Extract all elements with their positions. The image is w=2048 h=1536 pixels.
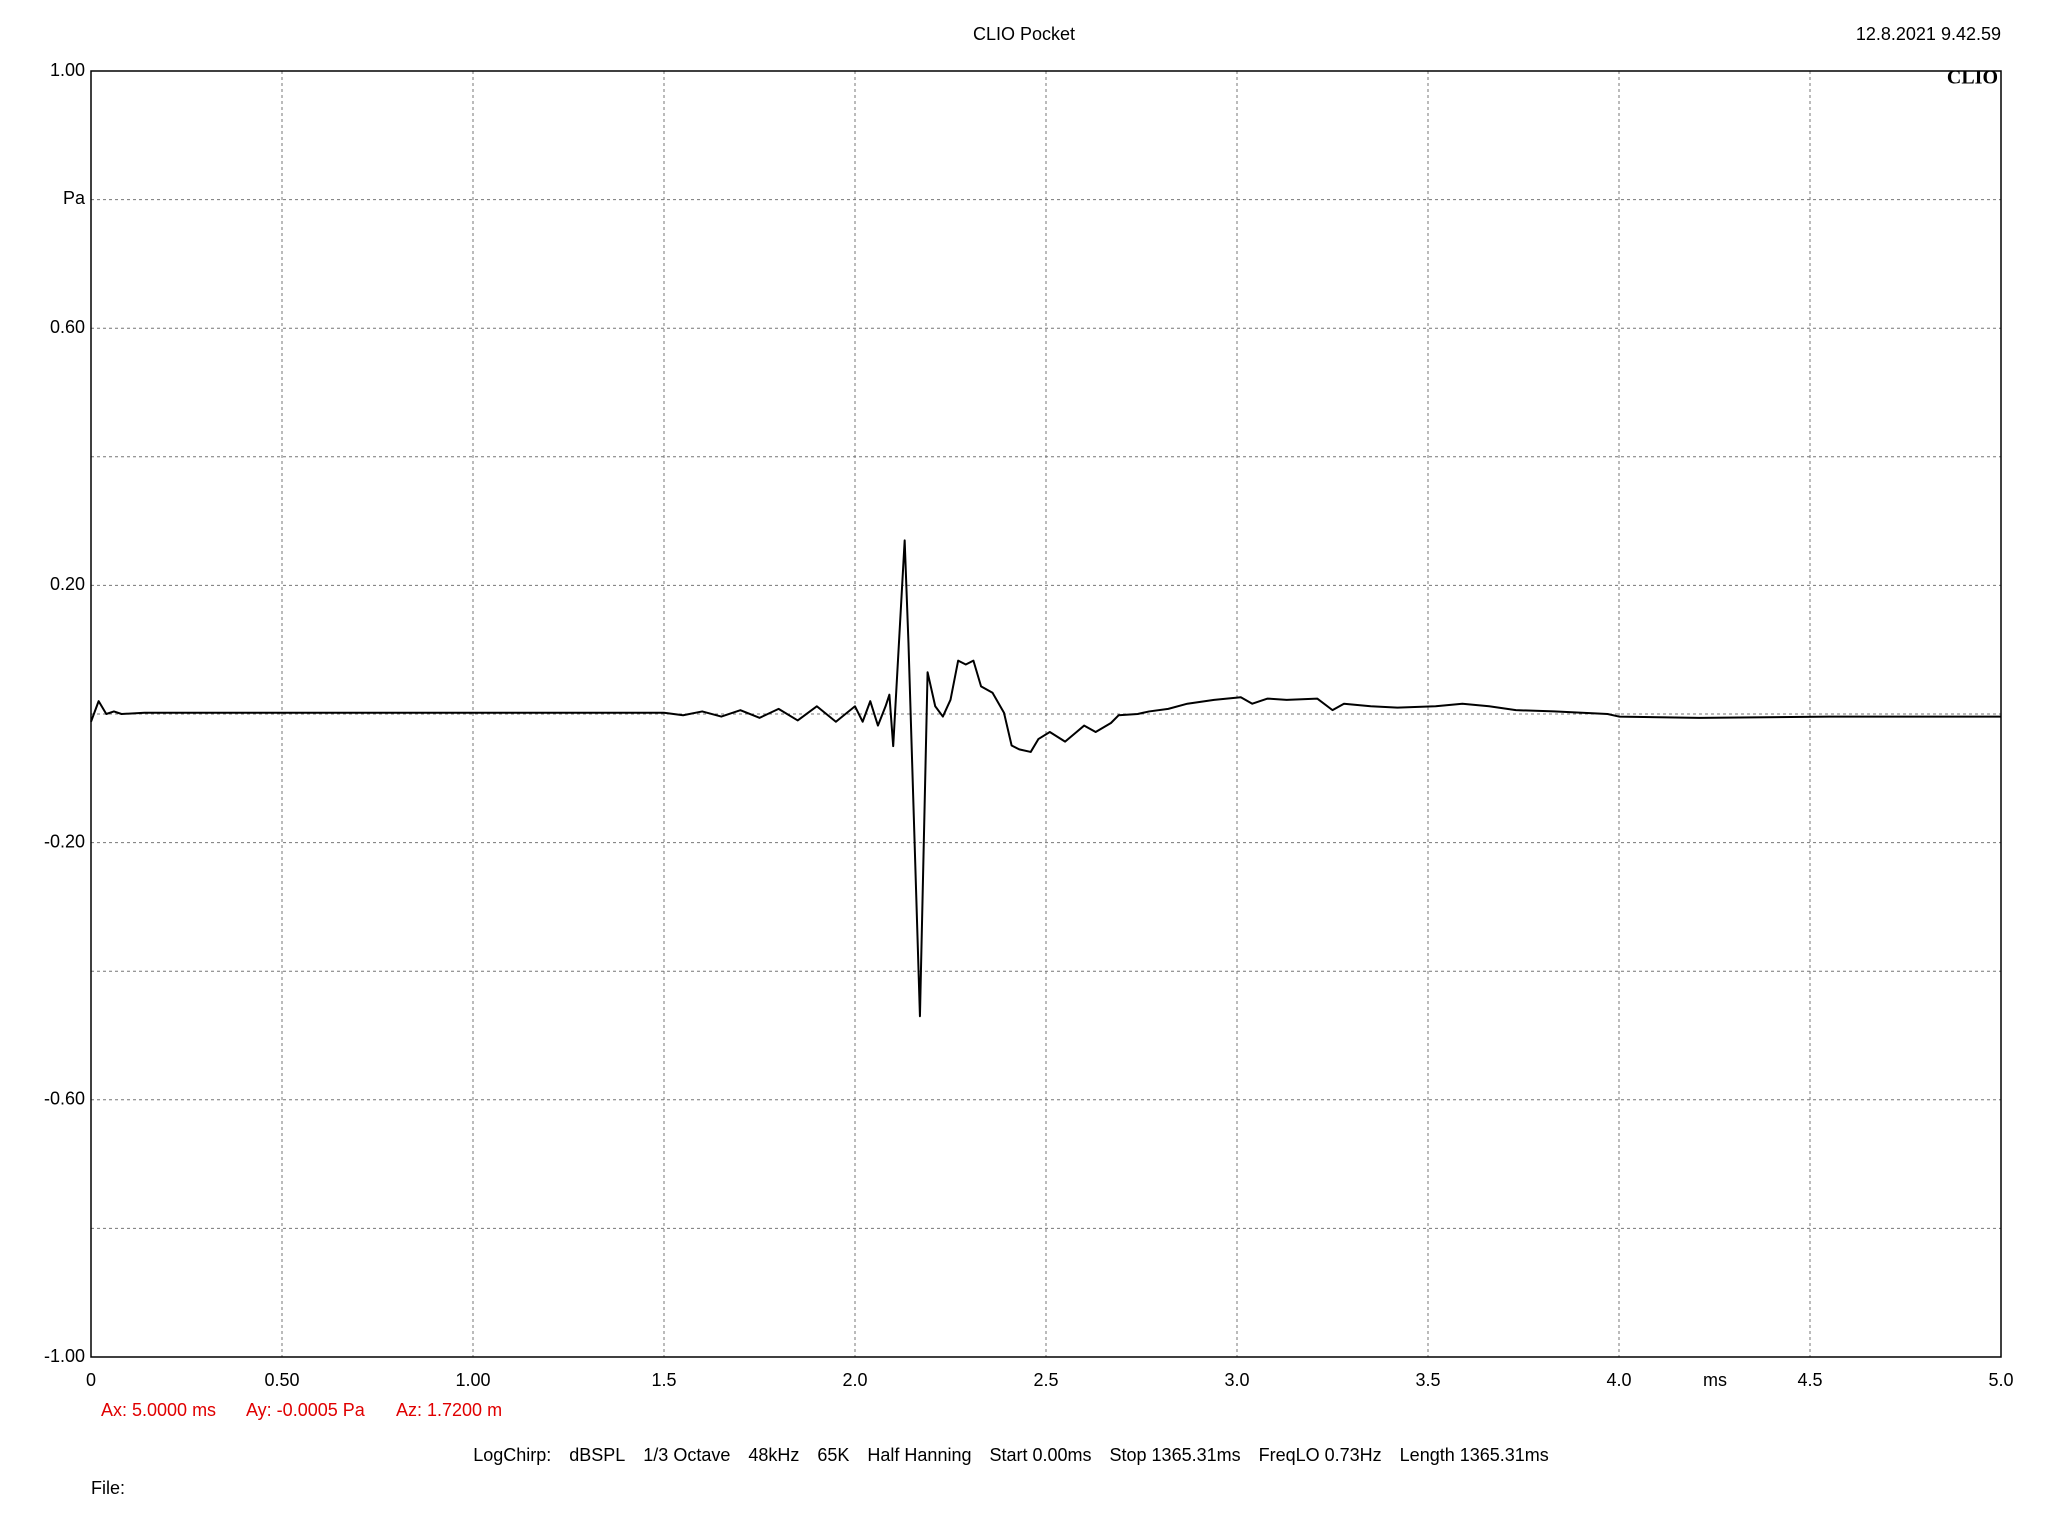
- data-line: [90, 539, 2001, 1018]
- setting-item: dBSPL: [569, 1445, 625, 1465]
- setting-item: FreqLO 0.73Hz: [1259, 1445, 1382, 1465]
- y-tick-label: -0.60: [44, 1089, 85, 1109]
- cursor-ax: Ax: 5.0000 ms: [101, 1400, 216, 1420]
- setting-item: Length 1365.31ms: [1400, 1445, 1549, 1465]
- y-axis-label: Pa: [63, 188, 86, 208]
- y-tick-label: 0.20: [50, 574, 85, 594]
- setting-item: 48kHz: [748, 1445, 799, 1465]
- x-tick-label: 2.5: [1033, 1370, 1058, 1390]
- logo: CLIO: [1947, 67, 1998, 89]
- setting-item: 65K: [817, 1445, 849, 1465]
- file-label: File:: [91, 1478, 125, 1498]
- y-tick-label: -1.00: [44, 1346, 85, 1366]
- x-axis-label: ms: [1703, 1370, 1727, 1390]
- x-tick-label: 0: [86, 1370, 96, 1390]
- x-tick-label: 4.5: [1797, 1370, 1822, 1390]
- x-tick-label: 1.5: [651, 1370, 676, 1390]
- setting-item: Half Hanning: [867, 1445, 971, 1465]
- settings-line: LogChirp: dBSPL 1/3 Octave 48kHz 65K Half Han…: [473, 1445, 1549, 1465]
- cursor-az: Az: 1.7200 m: [396, 1400, 502, 1420]
- setting-item: Stop 1365.31ms: [1110, 1445, 1241, 1465]
- plot-frame: [90, 70, 2002, 1358]
- x-tick-label: 0.50: [264, 1370, 299, 1390]
- x-tick-label: 3.0: [1224, 1370, 1249, 1390]
- cursor-ay: Ay: -0.0005 Pa: [246, 1400, 366, 1420]
- timestamp: 12.8.2021 9.42.59: [1856, 24, 2001, 44]
- x-tick-label: 4.0: [1606, 1370, 1631, 1390]
- y-tick-label: 1.00: [50, 60, 85, 80]
- chart-title: CLIO Pocket: [973, 24, 1075, 44]
- x-tick-label: 3.5: [1415, 1370, 1440, 1390]
- setting-item: LogChirp:: [473, 1445, 551, 1465]
- x-tick-label: 5.0: [1988, 1370, 2013, 1390]
- x-tick-label: 1.00: [455, 1370, 490, 1390]
- y-tick-label: 0.60: [50, 317, 85, 337]
- x-tick-label: 2.0: [842, 1370, 867, 1390]
- y-tick-label: -0.20: [44, 831, 85, 851]
- setting-item: Start 0.00ms: [989, 1445, 1091, 1465]
- setting-item: 1/3 Octave: [643, 1445, 730, 1465]
